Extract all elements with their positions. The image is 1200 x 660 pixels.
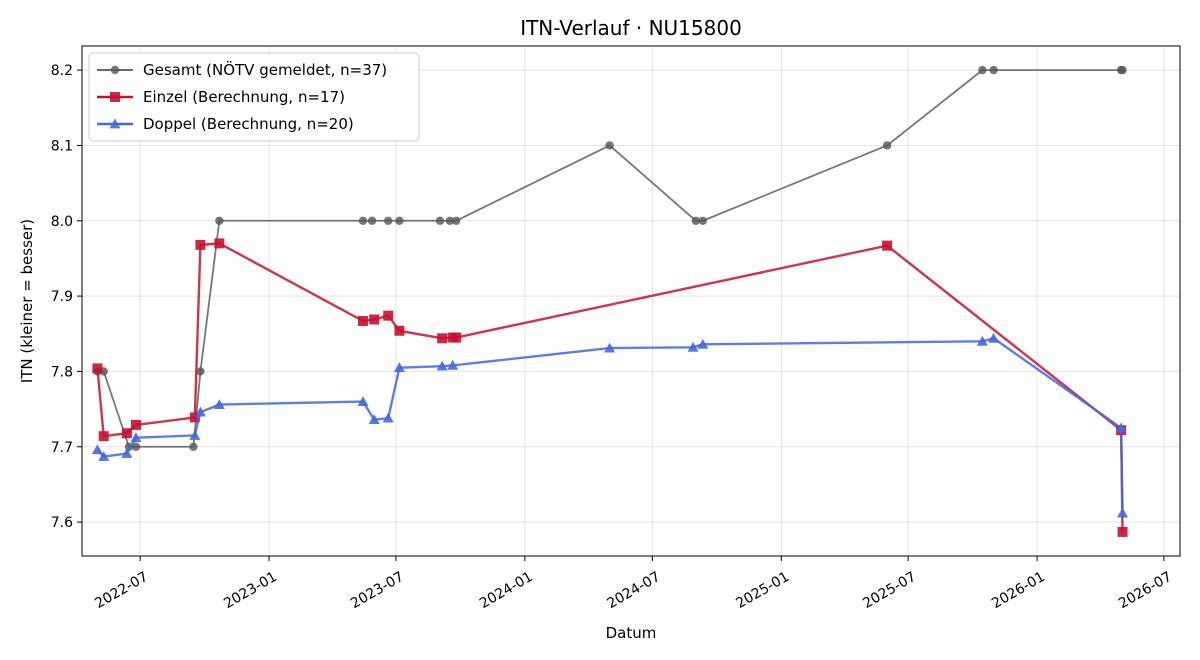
data-point-doppel xyxy=(697,338,709,349)
data-point-gesamt xyxy=(367,216,377,225)
data-point-doppel xyxy=(368,414,380,425)
x-tick-label: 2025-07 xyxy=(860,569,919,612)
data-point-einzel xyxy=(394,325,405,336)
data-point-einzel xyxy=(121,428,132,439)
legend: Gesamt (NÖTV gemeldet, n=37) Einzel (Bere… xyxy=(88,52,420,142)
data-point-einzel xyxy=(98,431,109,442)
data-point-gesamt xyxy=(131,442,141,451)
series-layer xyxy=(91,65,1129,537)
data-point-gesamt xyxy=(215,216,224,225)
data-point-doppel xyxy=(604,342,616,353)
series-gesamt xyxy=(93,65,1127,451)
data-point-doppel xyxy=(447,359,459,370)
y-axis-ticks: 7.6 7.7 7.8 7.9 8.0 8.1 8.2 xyxy=(51,63,82,531)
data-point-gesamt xyxy=(691,216,701,225)
data-point-doppel xyxy=(436,360,448,371)
data-point-einzel xyxy=(1117,526,1128,537)
series-line-gesamt xyxy=(97,69,1123,448)
x-tick-label: 2025-01 xyxy=(733,569,792,612)
x-tick-label: 2024-01 xyxy=(477,569,536,612)
y-tick-label: 7.8 xyxy=(51,364,73,380)
data-point-gesamt xyxy=(451,216,461,225)
data-point-doppel xyxy=(91,444,103,455)
legend-label: Doppel (Berechnung, n=20) xyxy=(143,115,354,133)
data-point-einzel xyxy=(383,310,394,321)
x-tick-label: 2026-01 xyxy=(989,569,1048,612)
data-point-gesamt xyxy=(196,367,205,376)
y-axis-label: ITN (kleiner = besser) xyxy=(18,219,36,383)
data-point-einzel xyxy=(130,419,141,430)
series-doppel xyxy=(91,332,1129,518)
data-point-gesamt xyxy=(698,216,708,225)
legend-marker xyxy=(109,118,121,129)
x-axis-ticks: 2022-07 2023-01 2023-07 2024-01 2024-07 2025-… xyxy=(92,556,1175,612)
data-point-gesamt xyxy=(605,141,614,150)
chart-title: ITN-Verlauf · NU15800 xyxy=(520,16,742,40)
data-point-doppel xyxy=(130,432,142,443)
series-einzel xyxy=(92,238,1128,537)
data-point-gesamt xyxy=(395,216,404,225)
x-tick-label: 2023-01 xyxy=(221,569,280,612)
y-tick-label: 7.9 xyxy=(51,289,73,305)
data-point-einzel xyxy=(451,332,462,343)
data-point-gesamt xyxy=(189,442,198,451)
data-point-doppel xyxy=(357,396,369,406)
grid xyxy=(82,46,1180,556)
legend-item-doppel: Doppel (Berechnung, n=20) xyxy=(97,115,354,133)
data-point-doppel xyxy=(121,448,133,458)
legend-item-gesamt: Gesamt (NÖTV gemeldet, n=37) xyxy=(97,60,387,79)
data-point-doppel xyxy=(976,335,988,346)
data-point-einzel xyxy=(195,239,206,250)
data-point-doppel xyxy=(98,451,110,461)
data-point-einzel xyxy=(882,240,893,251)
x-tick-label: 2026-07 xyxy=(1116,569,1175,612)
x-tick-label: 2023-07 xyxy=(348,569,407,612)
data-point-einzel xyxy=(369,314,380,325)
data-point-doppel xyxy=(1117,507,1129,518)
data-point-einzel xyxy=(357,315,368,326)
data-point-gesamt xyxy=(882,141,892,150)
x-tick-label: 2024-07 xyxy=(605,569,664,612)
y-tick-label: 7.6 xyxy=(51,515,73,531)
data-point-doppel xyxy=(1115,422,1127,433)
data-point-einzel xyxy=(189,412,200,423)
data-point-gesamt xyxy=(1118,65,1127,75)
data-point-gesamt xyxy=(445,216,455,225)
legend-box xyxy=(88,52,420,142)
data-point-doppel xyxy=(194,406,206,417)
data-point-gesamt xyxy=(435,216,445,225)
legend-item-einzel: Einzel (Berechnung, n=17) xyxy=(97,88,345,106)
data-point-doppel xyxy=(189,429,201,440)
y-tick-label: 7.7 xyxy=(51,440,73,456)
data-point-gesamt xyxy=(358,216,368,225)
data-point-doppel xyxy=(687,341,699,352)
data-point-doppel xyxy=(382,412,394,423)
data-point-gesamt xyxy=(384,216,393,225)
data-point-einzel xyxy=(92,363,103,374)
legend-marker xyxy=(110,92,120,102)
legend-marker xyxy=(110,65,120,75)
series-line-einzel xyxy=(96,242,1124,532)
plot-frame xyxy=(81,45,1181,557)
data-point-einzel xyxy=(437,333,448,344)
legend-label: Gesamt (NÖTV gemeldet, n=37) xyxy=(143,60,387,79)
series-line-doppel xyxy=(96,337,1124,514)
y-tick-label: 8.0 xyxy=(51,214,73,230)
data-point-doppel xyxy=(213,399,225,409)
y-tick-label: 8.2 xyxy=(51,63,73,79)
x-tick-label: 2022-07 xyxy=(92,569,151,612)
data-point-doppel xyxy=(393,362,405,373)
data-point-gesamt xyxy=(989,65,998,75)
data-point-einzel xyxy=(214,238,225,249)
data-point-doppel xyxy=(988,332,1000,343)
x-axis-label: Datum xyxy=(606,624,657,642)
data-point-gesamt xyxy=(978,65,987,75)
legend-label: Einzel (Berechnung, n=17) xyxy=(143,88,345,106)
y-tick-label: 8.1 xyxy=(51,138,73,154)
